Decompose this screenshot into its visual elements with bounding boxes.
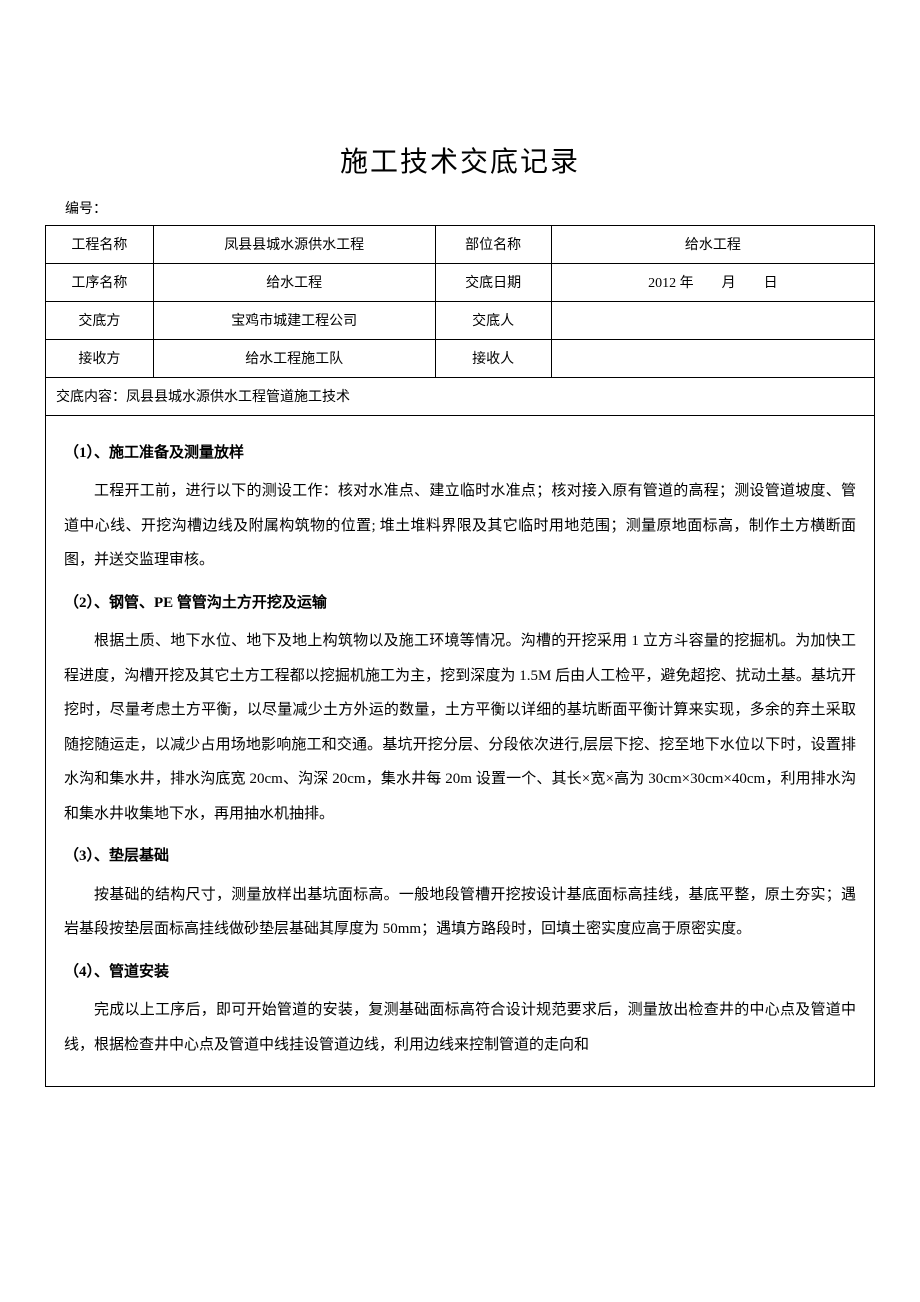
section-paragraph-3: 按基础的结构尺寸，测量放样出基坑面标高。一般地段管槽开挖按设计基底面标高挂线，基… [64,878,856,947]
section-paragraph-1: 工程开工前，进行以下的测设工作：核对水准点、建立临时水准点；核对接入原有管道的高… [64,474,856,578]
section-heading-4: （4）、管道安装 [64,955,856,990]
table-row: 接收方 给水工程施工队 接收人 [46,339,875,377]
value-part-name: 给水工程 [551,225,874,263]
label-disclosing-party: 交底方 [46,301,154,339]
label-project-name: 工程名称 [46,225,154,263]
content-label: 交底内容：凤县县城水源供水工程管道施工技术 [46,377,875,415]
label-receiving-party: 接收方 [46,339,154,377]
content-body: （1）、施工准备及测量放样 工程开工前，进行以下的测设工作：核对水准点、建立临时… [45,416,875,1088]
table-row: 交底方 宝鸡市城建工程公司 交底人 [46,301,875,339]
document-title: 施工技术交底记录 [45,140,875,180]
section-heading-2: （2）、钢管、PE 管管沟土方开挖及运输 [64,586,856,621]
label-date: 交底日期 [435,263,551,301]
label-part-name: 部位名称 [435,225,551,263]
table-row: 工序名称 给水工程 交底日期 2012 年 月 日 [46,263,875,301]
label-process-name: 工序名称 [46,263,154,301]
value-date: 2012 年 月 日 [551,263,874,301]
label-discloser: 交底人 [435,301,551,339]
info-table: 工程名称 凤县县城水源供水工程 部位名称 给水工程 工序名称 给水工程 交底日期… [45,225,875,416]
label-receiver: 接收人 [435,339,551,377]
section-heading-1: （1）、施工准备及测量放样 [64,436,856,471]
section-heading-3: （3）、垫层基础 [64,839,856,874]
value-receiver [551,339,874,377]
table-row: 工程名称 凤县县城水源供水工程 部位名称 给水工程 [46,225,875,263]
serial-number-label: 编号： [65,200,875,220]
value-discloser [551,301,874,339]
section-paragraph-2: 根据土质、地下水位、地下及地上构筑物以及施工环境等情况。沟槽的开挖采用 1 立方… [64,624,856,831]
value-receiving-party: 给水工程施工队 [153,339,435,377]
value-project-name: 凤县县城水源供水工程 [153,225,435,263]
value-disclosing-party: 宝鸡市城建工程公司 [153,301,435,339]
table-content-row: 交底内容：凤县县城水源供水工程管道施工技术 [46,377,875,415]
section-paragraph-4: 完成以上工序后，即可开始管道的安装，复测基础面标高符合设计规范要求后，测量放出检… [64,993,856,1062]
value-process-name: 给水工程 [153,263,435,301]
